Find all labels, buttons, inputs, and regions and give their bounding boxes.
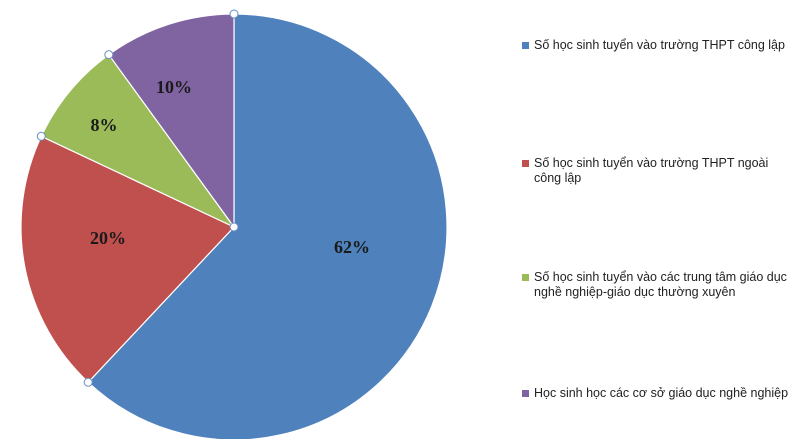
legend-swatch-private — [522, 160, 529, 167]
legend-item-vocational-school: Học sinh học các cơ sở giáo dục nghề ngh… — [522, 386, 789, 401]
selection-handles — [36, 9, 239, 387]
legend-swatch-vocational-center — [522, 274, 529, 281]
legend-label-public: Số học sinh tuyển vào trường THPT công l… — [534, 38, 785, 52]
selection-handle-0 — [229, 9, 239, 19]
legend-item-vocational-center: Số học sinh tuyển vào các trung tâm giáo… — [522, 270, 789, 300]
data-label-private: 20% — [90, 228, 126, 248]
pie-slices — [20, 13, 448, 439]
legend-label-vocational-center: Số học sinh tuyển vào các trung tâm giáo… — [534, 270, 787, 299]
legend-label-private: Số học sinh tuyển vào trường THPT ngoài … — [534, 156, 769, 185]
pie-slice-private — [20, 135, 236, 384]
selection-handle-3 — [104, 50, 114, 60]
pie-slice-vocational-school — [107, 13, 235, 229]
pie-slice-public — [87, 13, 448, 439]
legend-item-private: Số học sinh tuyển vào trường THPT ngoài … — [522, 156, 789, 186]
legend-item-public: Số học sinh tuyển vào trường THPT công l… — [522, 38, 789, 53]
selection-handle-1 — [83, 377, 93, 387]
legend-swatch-vocational-school — [522, 390, 529, 397]
data-label-public: 62% — [334, 237, 370, 257]
legend-label-vocational-school: Học sinh học các cơ sở giáo dục nghề ngh… — [534, 386, 789, 400]
data-labels: 62% 20% 8% 10% — [90, 77, 370, 257]
selection-handle-2 — [36, 131, 46, 141]
data-label-vocational-center: 8% — [91, 115, 118, 135]
data-label-vocational-school: 10% — [156, 77, 192, 97]
selection-handle-center — [229, 222, 239, 232]
legend-swatch-public — [522, 42, 529, 49]
